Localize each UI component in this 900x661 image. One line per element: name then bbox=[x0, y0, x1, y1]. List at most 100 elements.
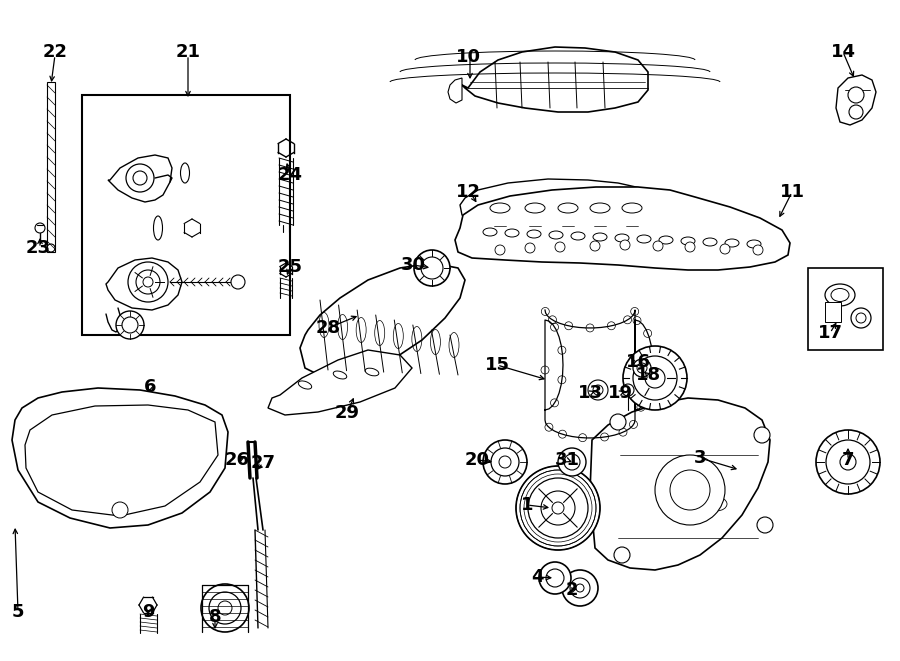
Circle shape bbox=[655, 455, 725, 525]
Text: 10: 10 bbox=[455, 48, 481, 66]
Circle shape bbox=[637, 363, 647, 373]
Circle shape bbox=[112, 502, 128, 518]
Circle shape bbox=[622, 384, 634, 396]
Text: 4: 4 bbox=[531, 568, 544, 586]
Circle shape bbox=[633, 359, 651, 377]
Circle shape bbox=[528, 478, 588, 538]
Circle shape bbox=[218, 601, 232, 615]
Text: 20: 20 bbox=[464, 451, 490, 469]
Text: 30: 30 bbox=[400, 256, 426, 274]
Circle shape bbox=[122, 317, 138, 333]
Circle shape bbox=[421, 257, 443, 279]
Circle shape bbox=[201, 584, 249, 632]
Circle shape bbox=[653, 241, 663, 251]
Circle shape bbox=[849, 105, 863, 119]
Text: 25: 25 bbox=[277, 258, 302, 276]
Circle shape bbox=[754, 427, 770, 443]
Polygon shape bbox=[590, 398, 770, 570]
Circle shape bbox=[856, 313, 866, 323]
Polygon shape bbox=[106, 258, 182, 310]
Circle shape bbox=[128, 262, 168, 302]
Circle shape bbox=[753, 245, 763, 255]
Polygon shape bbox=[462, 47, 648, 112]
Text: 27: 27 bbox=[250, 454, 275, 472]
Circle shape bbox=[539, 562, 571, 594]
Circle shape bbox=[495, 245, 505, 255]
Circle shape bbox=[620, 240, 630, 250]
Circle shape bbox=[414, 250, 450, 286]
Text: 26: 26 bbox=[224, 451, 249, 469]
Text: 28: 28 bbox=[315, 319, 340, 337]
Text: 18: 18 bbox=[635, 366, 661, 384]
Circle shape bbox=[570, 578, 590, 598]
Polygon shape bbox=[448, 78, 462, 103]
Circle shape bbox=[593, 385, 603, 395]
Circle shape bbox=[126, 164, 154, 192]
Circle shape bbox=[685, 242, 695, 252]
Text: 16: 16 bbox=[626, 353, 651, 371]
Text: 21: 21 bbox=[176, 43, 201, 61]
Polygon shape bbox=[460, 179, 662, 237]
Circle shape bbox=[614, 547, 630, 563]
Circle shape bbox=[851, 308, 871, 328]
Polygon shape bbox=[455, 187, 790, 270]
Circle shape bbox=[136, 270, 160, 294]
Circle shape bbox=[588, 380, 608, 400]
Text: 17: 17 bbox=[817, 324, 842, 342]
Text: 8: 8 bbox=[209, 608, 221, 626]
Polygon shape bbox=[268, 350, 412, 415]
Circle shape bbox=[848, 87, 864, 103]
Bar bbox=[47, 82, 55, 252]
Text: 13: 13 bbox=[578, 384, 602, 402]
Bar bbox=[808, 268, 883, 350]
Circle shape bbox=[491, 448, 519, 476]
Circle shape bbox=[555, 242, 565, 252]
Circle shape bbox=[670, 470, 710, 510]
Circle shape bbox=[525, 243, 535, 253]
Text: 24: 24 bbox=[277, 166, 302, 184]
Circle shape bbox=[541, 491, 575, 525]
Text: 22: 22 bbox=[42, 43, 68, 61]
Circle shape bbox=[816, 430, 880, 494]
Circle shape bbox=[576, 584, 584, 592]
Polygon shape bbox=[25, 405, 218, 516]
Circle shape bbox=[562, 570, 598, 606]
Text: 19: 19 bbox=[608, 384, 633, 402]
Text: 23: 23 bbox=[25, 239, 50, 257]
Bar bbox=[82, 95, 290, 335]
Circle shape bbox=[558, 448, 586, 476]
Text: 2: 2 bbox=[566, 581, 578, 599]
Circle shape bbox=[564, 454, 580, 470]
Circle shape bbox=[133, 171, 147, 185]
Circle shape bbox=[231, 275, 245, 289]
Circle shape bbox=[633, 356, 677, 400]
Text: 29: 29 bbox=[335, 404, 359, 422]
Text: 15: 15 bbox=[484, 356, 509, 374]
Circle shape bbox=[720, 244, 730, 254]
Circle shape bbox=[757, 517, 773, 533]
Circle shape bbox=[610, 414, 626, 430]
Bar bbox=[825, 302, 841, 322]
Text: 1: 1 bbox=[521, 496, 533, 514]
Text: 9: 9 bbox=[142, 603, 154, 621]
Text: 6: 6 bbox=[144, 378, 157, 396]
Text: 14: 14 bbox=[831, 43, 856, 61]
Circle shape bbox=[623, 346, 687, 410]
Circle shape bbox=[590, 241, 600, 251]
Circle shape bbox=[840, 454, 856, 470]
Circle shape bbox=[516, 466, 600, 550]
Text: 3: 3 bbox=[694, 449, 706, 467]
Text: 31: 31 bbox=[554, 451, 580, 469]
Text: 7: 7 bbox=[842, 451, 854, 469]
Polygon shape bbox=[300, 263, 465, 378]
Circle shape bbox=[826, 440, 870, 484]
Circle shape bbox=[116, 311, 144, 339]
Circle shape bbox=[552, 502, 564, 514]
Text: 12: 12 bbox=[455, 183, 481, 201]
Circle shape bbox=[209, 592, 241, 624]
Circle shape bbox=[499, 456, 511, 468]
Circle shape bbox=[483, 440, 527, 484]
Circle shape bbox=[546, 569, 564, 587]
Circle shape bbox=[645, 368, 665, 388]
Text: 11: 11 bbox=[779, 183, 805, 201]
